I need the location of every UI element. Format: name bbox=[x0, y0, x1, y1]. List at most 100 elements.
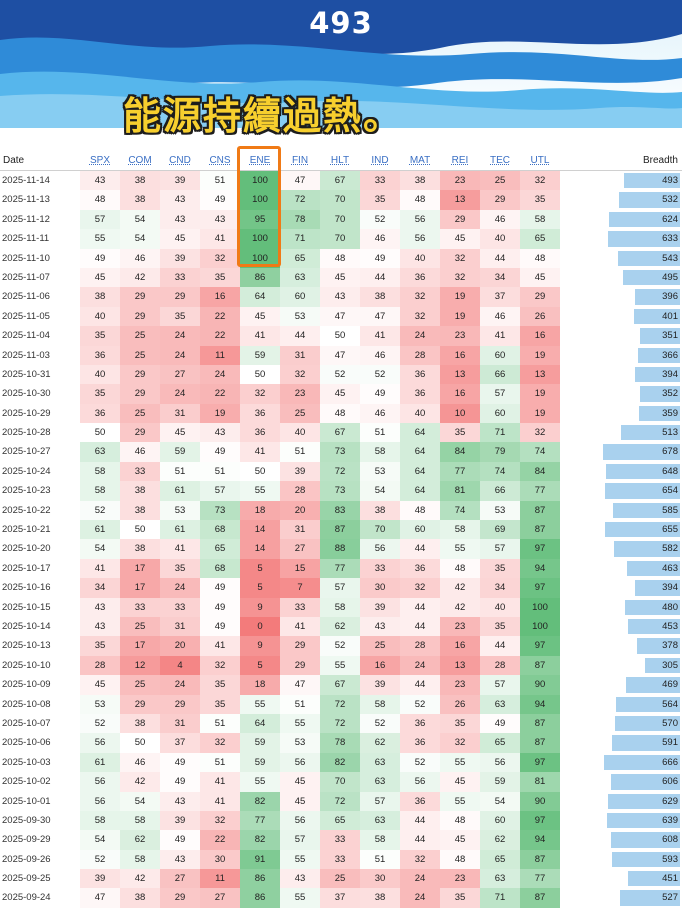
heat-cell-ene: 41 bbox=[240, 326, 280, 346]
column-header-utl[interactable]: UTL bbox=[530, 155, 550, 166]
heat-cell-hlt: 87 bbox=[320, 520, 360, 540]
heat-cell-mat: 36 bbox=[400, 558, 440, 579]
heat-cell-mat: 64 bbox=[400, 423, 440, 443]
heat-cell-fin: 7 bbox=[280, 578, 320, 598]
heat-cell-rei: 35 bbox=[440, 713, 480, 734]
heat-cell-cnd: 24 bbox=[160, 326, 200, 346]
column-header-fin[interactable]: FIN bbox=[291, 155, 309, 166]
heat-cell-fin: 31 bbox=[280, 520, 320, 540]
heat-cell-utl: 87 bbox=[520, 733, 560, 753]
heat-cell-rei: 45 bbox=[440, 830, 480, 850]
heat-cell-mat: 36 bbox=[400, 384, 440, 404]
breadth-value: 585 bbox=[662, 504, 678, 516]
heat-cell-spx: 41 bbox=[80, 558, 120, 579]
heat-cell-utl: 94 bbox=[520, 558, 560, 579]
heat-cell-hlt: 72 bbox=[320, 461, 360, 482]
heat-cell-fin: 45 bbox=[280, 772, 320, 792]
heat-cell-utl: 81 bbox=[520, 772, 560, 792]
heat-cell-tec: 46 bbox=[480, 306, 520, 327]
heat-cell-rei: 10 bbox=[440, 403, 480, 424]
heat-cell-spx: 58 bbox=[80, 461, 120, 482]
heat-cell-tec: 65 bbox=[480, 733, 520, 753]
column-header-ind[interactable]: IND bbox=[371, 155, 389, 166]
heat-cell-ind: 49 bbox=[360, 384, 400, 404]
heat-cell-ene: 9 bbox=[240, 597, 280, 617]
heat-cell-cns: 73 bbox=[200, 500, 240, 521]
heat-cell-cns: 49 bbox=[200, 578, 240, 598]
heat-cell-com: 25 bbox=[120, 616, 160, 637]
heat-cell-ene: 86 bbox=[240, 869, 280, 889]
heat-cell-cns: 51 bbox=[200, 171, 240, 191]
heat-cell-ind: 57 bbox=[360, 791, 400, 811]
banner: 493 能源持續過熱。 bbox=[0, 0, 682, 138]
heat-cell-com: 46 bbox=[120, 752, 160, 773]
row-date: 2025-11-13 bbox=[2, 194, 50, 206]
heat-cell-fin: 51 bbox=[280, 442, 320, 462]
heat-cell-fin: 55 bbox=[280, 849, 320, 870]
heat-cell-ind: 16 bbox=[360, 655, 400, 676]
column-header-com[interactable]: COM bbox=[128, 155, 152, 166]
heat-cell-rei: 29 bbox=[440, 209, 480, 230]
heat-cell-ene: 45 bbox=[240, 306, 280, 327]
row-date: 2025-10-22 bbox=[2, 504, 51, 516]
heat-cell-hlt: 70 bbox=[320, 209, 360, 230]
row-date: 2025-09-24 bbox=[2, 892, 51, 904]
heat-cell-tec: 71 bbox=[480, 888, 520, 908]
heat-cell-spx: 58 bbox=[80, 810, 120, 831]
table-row: 2025-10-16 34 17 24 49 5 7 57 30 32 42 34 97 394 bbox=[0, 578, 682, 598]
heat-cell-ind: 62 bbox=[360, 733, 400, 753]
heat-cell-mat: 38 bbox=[400, 171, 440, 191]
heat-cell-fin: 31 bbox=[280, 345, 320, 365]
breadth-bar bbox=[645, 657, 680, 674]
table-row: 2025-11-14 43 38 39 51 100 47 67 33 38 23 25 32 493 bbox=[0, 171, 682, 191]
heat-cell-tec: 41 bbox=[480, 326, 520, 346]
heat-cell-fin: 47 bbox=[280, 171, 320, 191]
table-row: 2025-10-14 43 25 31 49 0 41 62 43 44 23 35 100 453 bbox=[0, 616, 682, 637]
column-header-mat[interactable]: MAT bbox=[409, 155, 431, 166]
heat-cell-cnd: 4 bbox=[160, 655, 200, 676]
heat-cell-com: 29 bbox=[120, 423, 160, 443]
table-row: 2025-11-12 57 54 43 43 95 78 70 52 56 29 46 58 624 bbox=[0, 209, 682, 230]
heat-cell-cnd: 61 bbox=[160, 481, 200, 501]
heat-cell-tec: 40 bbox=[480, 597, 520, 617]
heat-cell-mat: 32 bbox=[400, 849, 440, 870]
column-header-hlt[interactable]: HLT bbox=[330, 155, 350, 166]
heat-cell-spx: 56 bbox=[80, 791, 120, 811]
breadth-value: 655 bbox=[662, 524, 678, 536]
heat-cell-rei: 84 bbox=[440, 442, 480, 462]
column-header-tec[interactable]: TEC bbox=[490, 155, 510, 166]
heat-cell-ind: 41 bbox=[360, 326, 400, 346]
heat-cell-ene: 18 bbox=[240, 675, 280, 695]
heat-cell-com: 46 bbox=[120, 442, 160, 462]
heat-cell-fin: 43 bbox=[280, 869, 320, 889]
heat-cell-ind: 46 bbox=[360, 229, 400, 249]
heat-cell-fin: 72 bbox=[280, 190, 320, 210]
heat-cell-cns: 49 bbox=[200, 190, 240, 210]
column-header-cnd[interactable]: CND bbox=[169, 155, 191, 166]
heat-cell-cnd: 33 bbox=[160, 267, 200, 288]
breadth-bar bbox=[627, 560, 680, 577]
row-date: 2025-10-08 bbox=[2, 698, 51, 710]
heat-cell-tec: 62 bbox=[480, 830, 520, 850]
banner-breadth-number: 493 bbox=[309, 6, 373, 40]
heat-cell-fin: 78 bbox=[280, 209, 320, 230]
heat-cell-ene: 100 bbox=[240, 190, 280, 210]
column-header-rei[interactable]: REI bbox=[451, 155, 469, 166]
row-date: 2025-10-29 bbox=[2, 407, 51, 419]
heat-cell-tec: 66 bbox=[480, 481, 520, 501]
heat-cell-ind: 47 bbox=[360, 306, 400, 327]
column-header-spx[interactable]: SPX bbox=[89, 155, 110, 166]
column-header-cns[interactable]: CNS bbox=[209, 155, 231, 166]
heat-cell-tec: 34 bbox=[480, 267, 520, 288]
breadth-value: 629 bbox=[662, 795, 678, 807]
heat-cell-utl: 16 bbox=[520, 326, 560, 346]
heat-cell-fin: 51 bbox=[280, 694, 320, 714]
breadth-bar bbox=[628, 618, 680, 635]
heat-cell-cnd: 29 bbox=[160, 287, 200, 307]
heat-cell-cnd: 43 bbox=[160, 209, 200, 230]
heat-cell-utl: 32 bbox=[520, 171, 560, 191]
column-header-ene[interactable]: ENE bbox=[249, 155, 271, 166]
breadth-value: 394 bbox=[662, 368, 678, 380]
table-row: 2025-10-02 56 42 49 41 55 45 70 63 56 45 59 81 606 bbox=[0, 772, 682, 792]
heat-cell-ene: 59 bbox=[240, 345, 280, 365]
